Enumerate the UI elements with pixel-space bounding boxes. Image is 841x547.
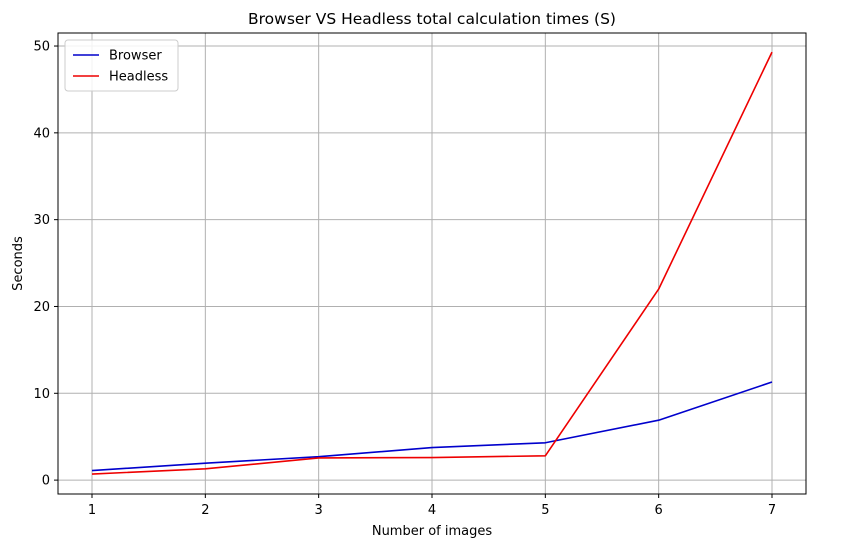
legend: Browser Headless xyxy=(64,39,179,92)
legend-label-browser: Browser xyxy=(109,49,162,64)
y-tick-label: 40 xyxy=(33,126,50,141)
y-axis-ticks: 0 10 20 30 40 50 xyxy=(33,40,58,489)
x-tick-label: 4 xyxy=(428,503,436,518)
legend-box xyxy=(64,39,179,92)
y-tick-label: 0 xyxy=(42,474,50,489)
x-tick-label: 3 xyxy=(315,503,323,518)
series-line-browser xyxy=(91,381,773,472)
series-lines xyxy=(91,51,773,475)
legend-label-headless: Headless xyxy=(109,70,168,85)
y-tick-label: 20 xyxy=(33,300,50,315)
series-line-headless xyxy=(91,51,773,475)
x-axis-label: Number of images xyxy=(372,524,493,539)
y-axis-label: Seconds xyxy=(11,236,26,291)
grid xyxy=(58,33,806,494)
x-axis-ticks: 1 2 3 4 5 6 7 xyxy=(88,494,776,518)
chart-title: Browser VS Headless total calculation ti… xyxy=(248,10,616,28)
x-tick-label: 7 xyxy=(768,503,776,518)
x-tick-label: 5 xyxy=(541,503,549,518)
y-tick-label: 30 xyxy=(33,213,50,228)
x-tick-label: 6 xyxy=(655,503,663,518)
x-tick-label: 1 xyxy=(88,503,96,518)
y-tick-label: 10 xyxy=(33,387,50,402)
x-tick-label: 2 xyxy=(201,503,209,518)
y-tick-label: 50 xyxy=(33,40,50,55)
